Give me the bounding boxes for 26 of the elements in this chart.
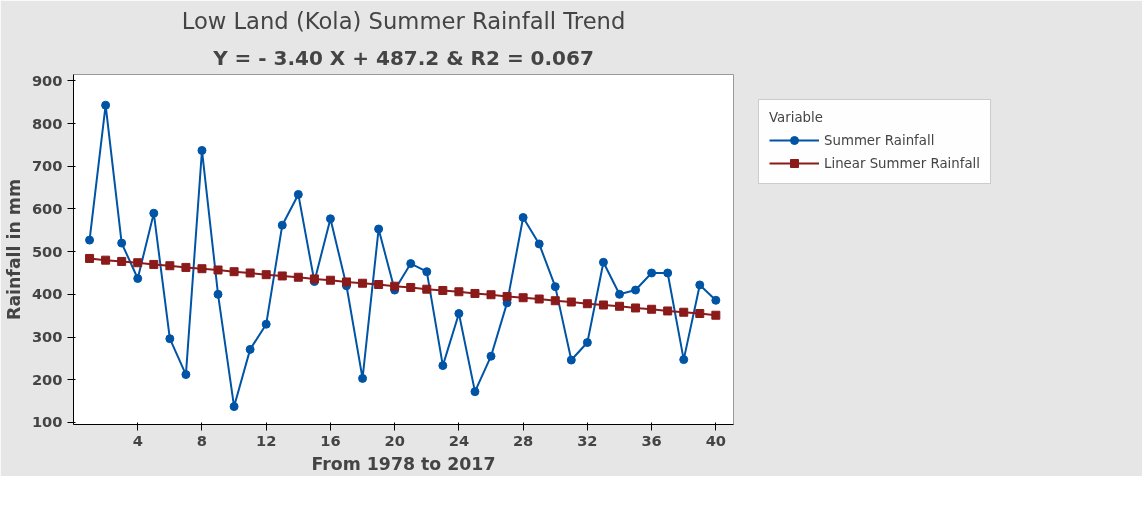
y-tick-label: 500 <box>31 242 63 260</box>
legend-title: Variable <box>769 110 824 125</box>
chart-title: Low Land (Kola) Summer Rainfall Trend <box>181 7 626 34</box>
y-tick-label: 800 <box>31 114 63 132</box>
x-tick-label: 16 <box>320 431 341 449</box>
legend-label: Summer Rainfall <box>824 132 935 148</box>
y-tick-label: 400 <box>31 285 63 303</box>
x-tick-label: 36 <box>641 431 662 449</box>
x-tick-label: 40 <box>705 431 727 449</box>
x-tick-label: 12 <box>256 431 277 449</box>
x-tick-label: 32 <box>577 431 598 449</box>
y-tick-label: 200 <box>31 370 63 388</box>
chart-subtitle: Y = - 3.40 X + 487.2 & R2 = 0.067 <box>212 45 594 70</box>
y-tick-label: 100 <box>31 413 63 431</box>
x-tick-label: 8 <box>196 431 208 449</box>
x-tick-label: 20 <box>384 431 405 449</box>
x-tick-label: 28 <box>512 431 534 449</box>
y-tick-label: 700 <box>31 157 63 175</box>
legend-label: Linear Summer Rainfall <box>824 155 981 171</box>
x-tick-label: 24 <box>448 431 470 449</box>
y-tick-label: 300 <box>31 328 63 345</box>
x-axis-title: From 1978 to 2017 <box>311 453 496 474</box>
y-tick-label: 600 <box>31 199 63 217</box>
y-tick-label: 900 <box>31 71 63 89</box>
y-axis-title: Rainfall in mm <box>3 179 24 320</box>
x-tick-label: 4 <box>132 431 143 449</box>
